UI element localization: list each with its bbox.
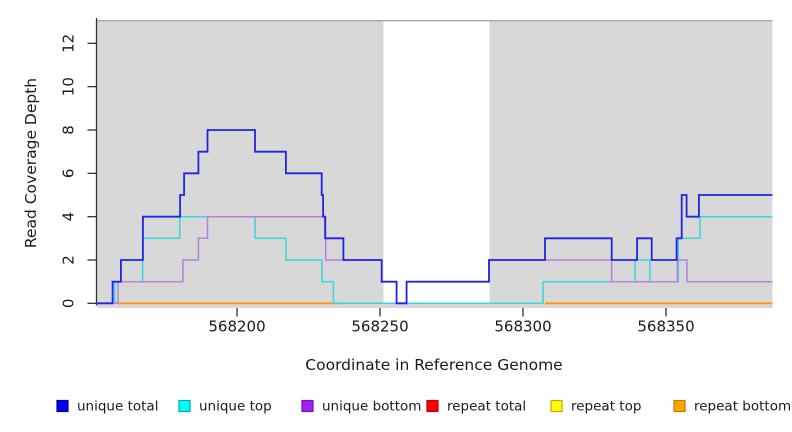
y-tick-label: 8 xyxy=(60,125,78,135)
legend-swatch-unique-total-icon xyxy=(56,399,69,413)
legend-item-unique-total: unique total xyxy=(56,399,158,415)
legend-item-repeat-total: repeat total xyxy=(426,399,526,415)
y-tick-label: 12 xyxy=(60,34,78,53)
white-band-region xyxy=(383,20,490,304)
legend-item-unique-bottom: unique bottom xyxy=(301,399,421,415)
series-lines xyxy=(96,129,773,305)
legend-swatch-unique-top-icon xyxy=(178,399,191,413)
legend-label: repeat bottom xyxy=(694,399,791,415)
legend-swatch-unique-bottom-icon xyxy=(301,399,314,413)
legend-label: unique top xyxy=(199,399,272,415)
series-unique-total xyxy=(96,129,773,305)
y-tick-label: 2 xyxy=(60,255,78,265)
legend-item-repeat-top: repeat top xyxy=(550,399,641,415)
legend-item-unique-top: unique top xyxy=(178,399,272,415)
legend-label: repeat top xyxy=(571,399,641,415)
x-axis-label: Coordinate in Reference Genome xyxy=(305,356,562,374)
legend: unique total unique top unique bottom repea… xyxy=(56,399,791,415)
axes: 0 2 4 6 8 10 12 568200 568250 568300 568350 xyxy=(60,18,695,336)
legend-label: unique bottom xyxy=(322,399,421,415)
x-tick-label: 568300 xyxy=(494,318,551,336)
y-tick-label: 0 xyxy=(60,299,78,309)
legend-label: unique total xyxy=(77,399,158,415)
legend-swatch-repeat-total-icon xyxy=(426,399,439,413)
legend-swatch-repeat-top-icon xyxy=(550,399,563,413)
plot-panel xyxy=(97,20,773,308)
x-tick-label: 568250 xyxy=(351,318,408,336)
legend-label: repeat total xyxy=(447,399,526,415)
legend-swatch-repeat-bottom-icon xyxy=(673,399,686,413)
y-tick-label: 6 xyxy=(60,169,78,179)
x-tick-label: 568200 xyxy=(208,318,265,336)
legend-item-repeat-bottom: repeat bottom xyxy=(673,399,791,415)
y-axis-label: Read Coverage Depth xyxy=(22,78,40,248)
y-tick-label: 10 xyxy=(60,77,78,96)
y-tick-label: 4 xyxy=(60,212,78,222)
x-tick-label: 568350 xyxy=(637,318,694,336)
